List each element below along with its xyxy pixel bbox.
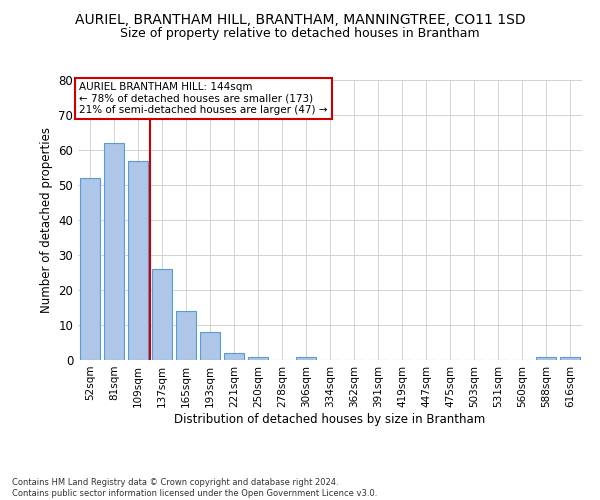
Bar	[296, 356, 316, 360]
X-axis label: Distribution of detached houses by size in Brantham: Distribution of detached houses by size …	[175, 412, 485, 426]
Bar	[248, 356, 268, 360]
Bar	[80, 178, 100, 360]
Bar	[104, 143, 124, 360]
Bar	[128, 160, 148, 360]
Text: Contains HM Land Registry data © Crown copyright and database right 2024.
Contai: Contains HM Land Registry data © Crown c…	[12, 478, 377, 498]
Bar	[560, 356, 580, 360]
Text: Size of property relative to detached houses in Brantham: Size of property relative to detached ho…	[120, 28, 480, 40]
Bar	[536, 356, 556, 360]
Bar	[176, 311, 196, 360]
Text: AURIEL BRANTHAM HILL: 144sqm
← 78% of detached houses are smaller (173)
21% of s: AURIEL BRANTHAM HILL: 144sqm ← 78% of de…	[79, 82, 328, 115]
Bar	[152, 269, 172, 360]
Y-axis label: Number of detached properties: Number of detached properties	[40, 127, 53, 313]
Text: AURIEL, BRANTHAM HILL, BRANTHAM, MANNINGTREE, CO11 1SD: AURIEL, BRANTHAM HILL, BRANTHAM, MANNING…	[74, 12, 526, 26]
Bar	[224, 353, 244, 360]
Bar	[200, 332, 220, 360]
